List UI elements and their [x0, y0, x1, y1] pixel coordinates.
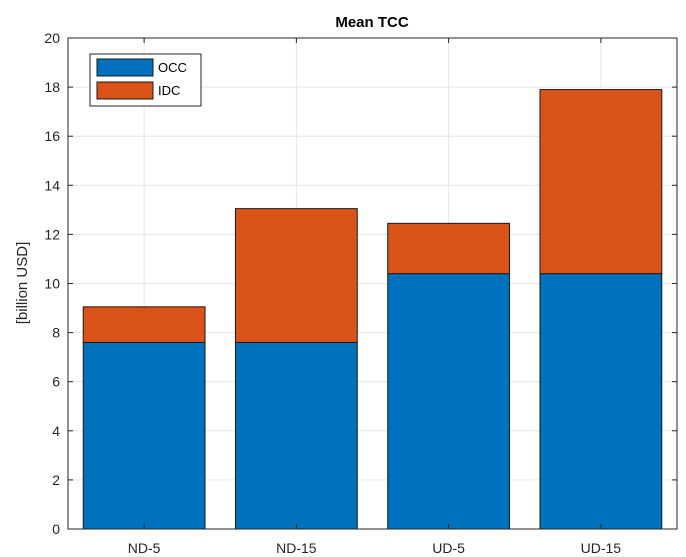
x-tick-label: ND-15 — [276, 540, 317, 556]
y-tick-label: 6 — [52, 374, 60, 390]
x-axis: ND-5 ND-15 UD-5 UD-15 — [128, 38, 622, 556]
bar-occ-nd-15 — [234, 341, 358, 530]
bar-idc-ud-15 — [539, 89, 663, 275]
y-tick-label: 4 — [52, 423, 60, 439]
y-tick-label: 16 — [44, 128, 60, 144]
bars — [82, 89, 663, 530]
legend-swatch-idc — [96, 81, 154, 100]
y-tick-label: 12 — [44, 226, 60, 242]
legend-label-idc: IDC — [158, 83, 180, 98]
bar-occ-nd-5 — [82, 341, 206, 530]
x-tick-label: UD-15 — [581, 540, 622, 556]
bar-occ-ud-5 — [387, 273, 511, 530]
bar-occ-ud-15 — [539, 273, 663, 530]
bar-idc-nd-5 — [82, 306, 206, 343]
bar-idc-nd-15 — [234, 208, 358, 343]
y-tick-label: 14 — [44, 177, 60, 193]
y-tick-label: 8 — [52, 325, 60, 341]
legend-label-occ: OCC — [158, 60, 187, 75]
legend-swatch-occ — [96, 58, 154, 77]
y-axis-label: [billion USD] — [14, 242, 31, 325]
legend: OCC IDC — [89, 53, 202, 107]
chart-title: Mean TCC — [335, 14, 409, 31]
y-axis: 0 2 4 6 8 10 12 14 16 18 20 — [44, 30, 677, 537]
x-tick-label: UD-5 — [432, 540, 465, 556]
y-tick-label: 20 — [44, 30, 60, 46]
y-tick-label: 0 — [52, 521, 60, 537]
y-tick-label: 2 — [52, 472, 60, 488]
x-tick-label: ND-5 — [128, 540, 161, 556]
bar-idc-ud-5 — [387, 222, 511, 275]
y-tick-label: 10 — [44, 276, 60, 292]
y-tick-label: 18 — [44, 79, 60, 95]
